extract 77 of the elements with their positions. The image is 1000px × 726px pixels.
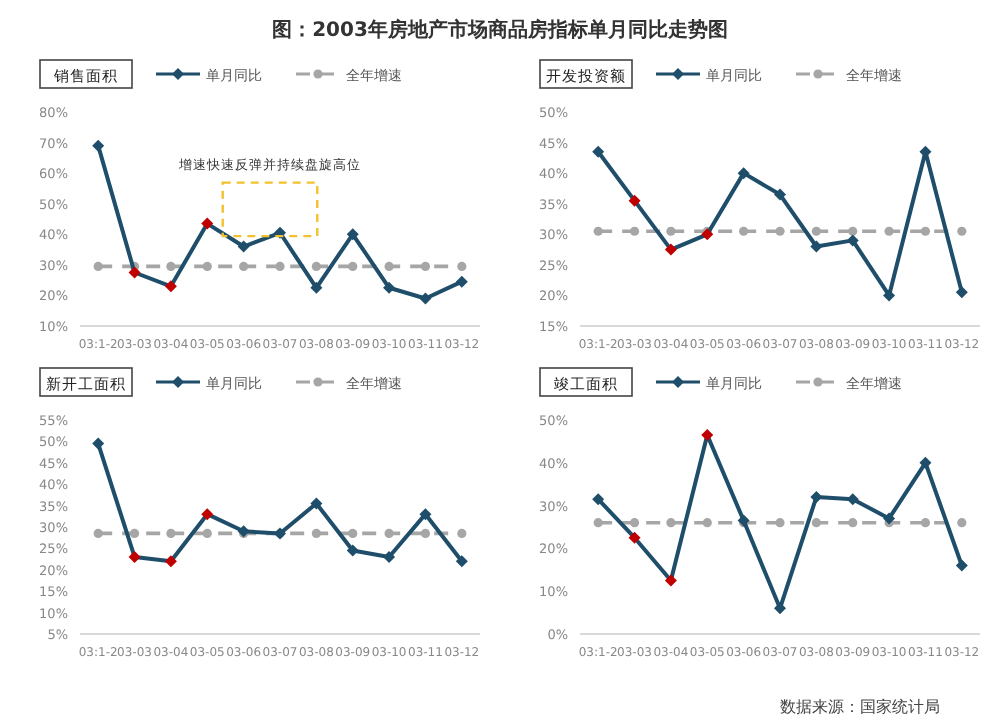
- point: [848, 226, 858, 236]
- point: [239, 261, 249, 271]
- point: [955, 286, 968, 299]
- point: [774, 188, 786, 201]
- point: [201, 217, 214, 230]
- point: [737, 167, 750, 180]
- point: [310, 497, 323, 510]
- point: [957, 518, 967, 528]
- point: [275, 261, 285, 271]
- point: [455, 555, 468, 568]
- point: [346, 228, 359, 241]
- point: [628, 194, 641, 207]
- point: [419, 508, 432, 521]
- point: [593, 518, 603, 528]
- point: [884, 226, 894, 236]
- point: [128, 266, 141, 279]
- chart-title: 图：2003年房地产市场商品房指标单月同比走势图: [272, 18, 728, 42]
- point: [457, 528, 467, 539]
- point: [202, 528, 212, 539]
- point: [920, 518, 931, 528]
- point: [702, 518, 712, 528]
- point: [883, 512, 896, 525]
- point: [311, 528, 321, 539]
- point: [883, 289, 896, 302]
- point: [666, 226, 676, 236]
- point: [775, 518, 785, 528]
- point: [310, 281, 323, 294]
- point: [166, 528, 176, 539]
- point: [701, 428, 714, 441]
- point: [93, 528, 103, 539]
- point: [384, 261, 394, 271]
- point: [420, 528, 431, 539]
- point: [664, 243, 677, 256]
- point: [457, 261, 467, 271]
- point: [811, 518, 821, 528]
- point: [592, 493, 605, 506]
- point: [774, 602, 786, 615]
- point: [846, 234, 859, 247]
- point: [775, 226, 785, 236]
- point: [957, 226, 967, 236]
- point: [346, 544, 359, 557]
- point: [455, 275, 468, 288]
- point: [920, 226, 931, 236]
- point: [201, 508, 214, 521]
- point: [92, 139, 105, 152]
- point: [628, 531, 641, 544]
- point: [592, 145, 605, 158]
- point: [348, 261, 358, 271]
- point: [666, 518, 676, 528]
- point: [237, 240, 250, 253]
- point: [202, 261, 212, 271]
- point: [848, 518, 858, 528]
- point: [129, 528, 140, 539]
- point: [420, 261, 431, 271]
- point: [419, 292, 432, 305]
- point: [810, 240, 823, 253]
- source-note: 数据来源：国家统计局: [780, 698, 940, 716]
- point: [383, 550, 396, 563]
- point: [593, 226, 603, 236]
- point: [383, 281, 396, 294]
- point: [811, 226, 821, 236]
- point: [919, 456, 932, 469]
- point: [701, 228, 714, 241]
- point: [128, 550, 141, 563]
- point: [348, 528, 358, 539]
- point: [164, 555, 177, 568]
- point: [629, 518, 640, 528]
- point: [93, 261, 103, 271]
- point: [92, 437, 105, 450]
- point: [629, 226, 640, 236]
- point: [164, 280, 177, 293]
- point: [664, 574, 677, 587]
- point: [166, 261, 176, 271]
- point: [384, 528, 394, 539]
- point: [311, 261, 321, 271]
- point: [955, 559, 968, 572]
- point: [739, 226, 749, 236]
